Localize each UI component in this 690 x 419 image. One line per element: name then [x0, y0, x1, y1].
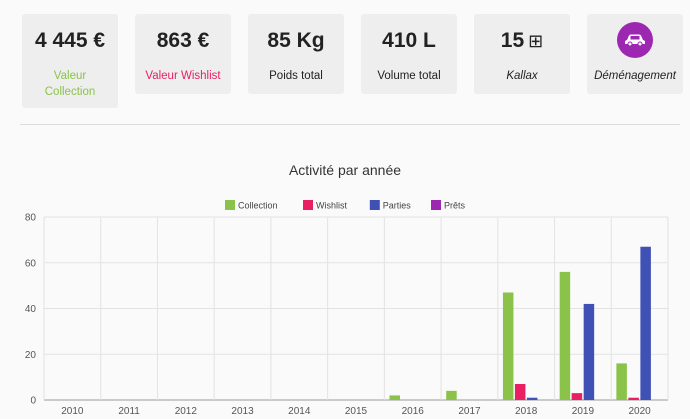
stat-card-wishlist[interactable]: 863 € Valeur Wishlist: [135, 14, 231, 94]
legend-label: Collection: [238, 201, 278, 211]
stat-card-volume[interactable]: 410 L Volume total: [361, 14, 457, 94]
x-tick-label: 2020: [629, 406, 652, 417]
y-tick-label: 80: [25, 213, 37, 224]
y-tick-label: 0: [30, 396, 36, 407]
legend-label: Wishlist: [316, 201, 347, 211]
collection-value: 4 445 €: [34, 29, 106, 52]
y-tick-label: 60: [25, 258, 37, 269]
bar-wishlist: [514, 383, 526, 400]
section-divider: [20, 124, 680, 125]
x-tick-label: 2013: [231, 406, 254, 417]
stat-card-collection[interactable]: 4 445 € Valeur Collection: [22, 14, 118, 108]
x-tick-label: 2017: [458, 406, 481, 417]
car-icon: [625, 34, 645, 47]
stat-card-kallax[interactable]: 15 ⊞ Kallax: [474, 14, 570, 94]
x-tick-label: 2014: [288, 406, 311, 417]
wishlist-value: 863 €: [156, 29, 210, 52]
bar-collection: [446, 390, 457, 400]
stat-card-weight[interactable]: 85 Kg Poids total: [248, 14, 344, 94]
bar-parties: [583, 303, 595, 400]
bar-collection: [502, 292, 514, 400]
legend-swatch: [369, 200, 380, 210]
car-icon-circle[interactable]: [617, 22, 653, 58]
chart-title: Activité par année: [288, 162, 402, 178]
bar-collection: [616, 363, 627, 400]
weight-value: 85 Kg: [267, 29, 325, 52]
moving-label: Déménagement: [594, 70, 676, 82]
volume-value: 410 L: [382, 29, 436, 52]
bar-parties: [526, 397, 538, 400]
volume-label: Volume total: [377, 70, 441, 82]
y-tick-label: 40: [25, 304, 37, 315]
kallax-label: Kallax: [506, 70, 538, 82]
x-tick-label: 2011: [118, 406, 140, 417]
wishlist-label: Valeur Wishlist: [145, 70, 221, 82]
legend-swatch: [225, 200, 235, 210]
kallax-value: 15: [500, 29, 525, 52]
x-tick-label: 2016: [402, 406, 425, 417]
x-tick-label: 2015: [345, 406, 368, 417]
y-tick-label: 20: [25, 350, 37, 361]
bar-wishlist: [628, 397, 639, 400]
x-tick-label: 2018: [515, 406, 538, 417]
grid-icon: ⊞: [528, 31, 544, 51]
legend-label: Parties: [383, 201, 412, 211]
legend-label: Prêts: [444, 201, 466, 211]
stat-card-moving[interactable]: Déménagement: [587, 14, 683, 94]
x-tick-label: 2010: [61, 406, 84, 417]
bar-parties: [640, 246, 651, 400]
collection-label: Valeur Collection: [44, 70, 96, 98]
bar-collection: [559, 271, 571, 400]
bar-wishlist: [571, 393, 583, 400]
x-tick-label: 2019: [572, 406, 595, 417]
x-tick-label: 2012: [175, 406, 198, 417]
legend-swatch: [431, 200, 441, 210]
bar-collection: [389, 395, 400, 400]
weight-label: Poids total: [269, 70, 323, 82]
legend-swatch: [303, 200, 313, 210]
